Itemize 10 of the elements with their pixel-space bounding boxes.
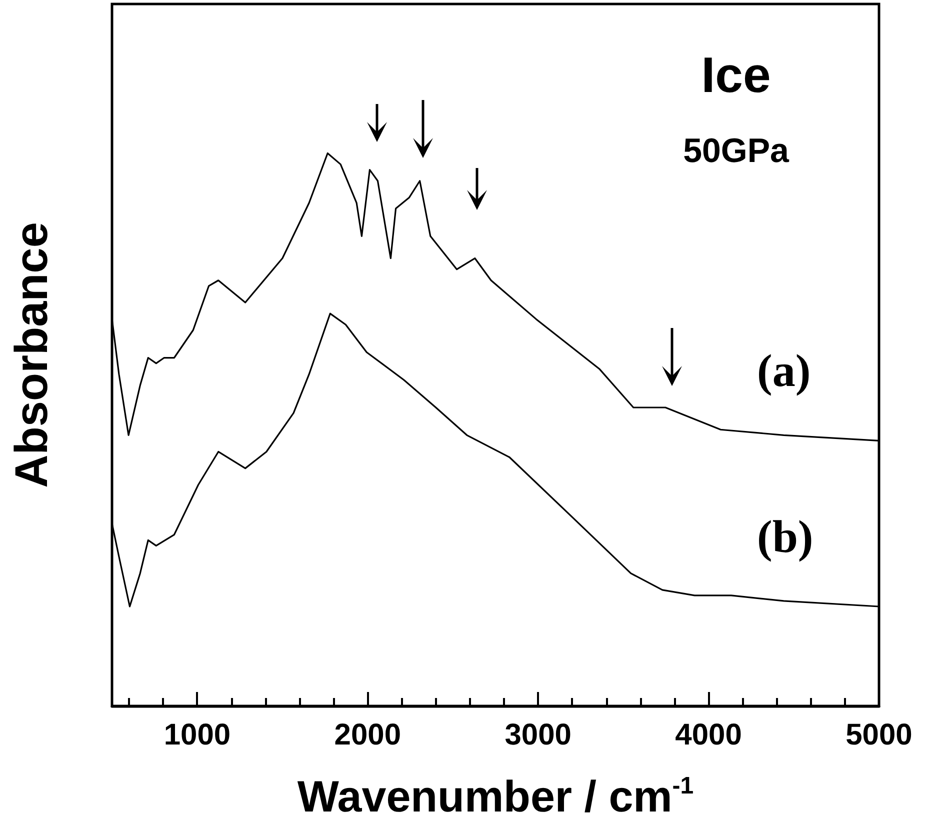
legend-label: (a) (757, 345, 811, 396)
x-tick-label: 3000 (504, 718, 572, 752)
y-axis-title: Absorbance (5, 222, 57, 488)
x-tick-label: 2000 (334, 718, 402, 752)
text: Ice (701, 47, 771, 103)
x-tick-label: 5000 (846, 718, 912, 752)
x-tick-label: 4000 (675, 718, 742, 752)
series-label: (b) (757, 511, 814, 562)
annotation: 50GPa (683, 132, 790, 170)
x-tick-label: 1000 (164, 718, 231, 752)
